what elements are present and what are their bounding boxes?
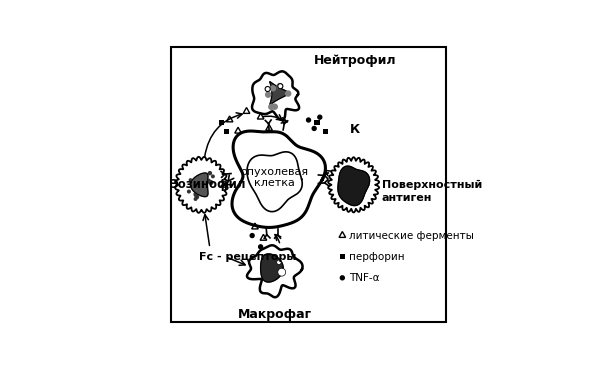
Polygon shape [261, 254, 283, 282]
Bar [323, 129, 328, 134]
Circle shape [207, 179, 210, 183]
Text: Эозинофил: Эозинофил [169, 178, 246, 191]
Polygon shape [270, 82, 289, 105]
Text: Поверхностный: Поверхностный [382, 180, 482, 190]
Polygon shape [338, 166, 370, 206]
Polygon shape [247, 245, 303, 297]
Circle shape [270, 86, 276, 91]
Circle shape [340, 276, 344, 280]
Circle shape [199, 186, 203, 191]
Text: литические ферменты: литические ферменты [349, 231, 474, 240]
Circle shape [209, 181, 213, 184]
Circle shape [272, 104, 278, 109]
Circle shape [250, 234, 254, 238]
Circle shape [259, 245, 262, 249]
Polygon shape [175, 157, 228, 213]
Circle shape [212, 175, 214, 178]
Circle shape [195, 195, 199, 199]
Circle shape [194, 198, 197, 200]
Circle shape [318, 115, 322, 119]
Text: TNF-α: TNF-α [349, 273, 380, 283]
Circle shape [190, 179, 191, 181]
Polygon shape [247, 152, 302, 212]
Text: клетка: клетка [254, 178, 295, 188]
Circle shape [194, 193, 198, 197]
Bar [340, 254, 345, 259]
Text: Fc - рецепторы: Fc - рецепторы [199, 252, 296, 262]
Circle shape [265, 92, 271, 97]
Text: опухолевая: опухолевая [241, 167, 309, 177]
Circle shape [278, 83, 282, 89]
Text: Нейтрофил: Нейтрофил [314, 54, 397, 67]
Polygon shape [252, 71, 299, 120]
Text: перфорин: перфорин [349, 252, 405, 262]
Circle shape [188, 190, 190, 193]
Polygon shape [232, 131, 326, 227]
Circle shape [199, 175, 202, 178]
Bar [219, 120, 224, 126]
Bar [314, 120, 320, 126]
Polygon shape [191, 173, 208, 197]
Circle shape [306, 118, 311, 122]
Circle shape [265, 86, 270, 92]
Text: антиген: антиген [382, 193, 432, 202]
Circle shape [312, 127, 316, 130]
Circle shape [285, 91, 291, 96]
Text: К: К [350, 123, 360, 137]
Text: Макрофаг: Макрофаг [238, 308, 312, 321]
Circle shape [278, 84, 283, 89]
Polygon shape [328, 157, 379, 212]
Circle shape [277, 260, 281, 265]
Bar [225, 129, 229, 134]
Circle shape [269, 104, 274, 109]
Circle shape [208, 172, 211, 175]
Circle shape [207, 180, 209, 182]
Circle shape [278, 268, 286, 276]
